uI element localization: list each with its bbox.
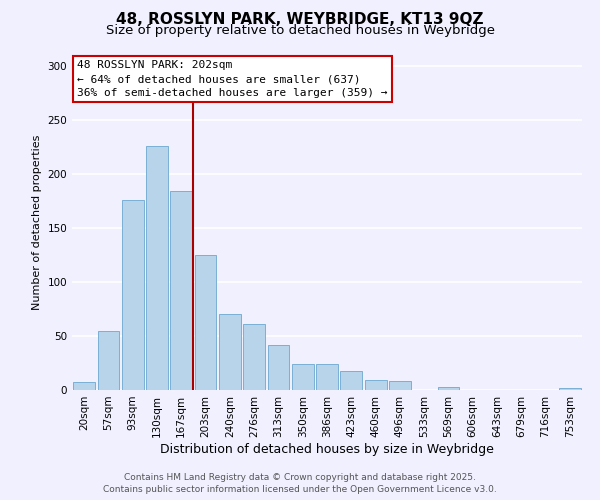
Text: 48, ROSSLYN PARK, WEYBRIDGE, KT13 9QZ: 48, ROSSLYN PARK, WEYBRIDGE, KT13 9QZ <box>116 12 484 28</box>
Bar <box>437 387 460 390</box>
Bar <box>389 382 411 390</box>
Text: Contains HM Land Registry data © Crown copyright and database right 2025.
Contai: Contains HM Land Registry data © Crown c… <box>103 473 497 494</box>
Bar <box>243 324 265 390</box>
Bar <box>97 330 119 390</box>
Bar <box>73 382 95 390</box>
Bar <box>340 370 362 390</box>
Bar <box>559 388 581 390</box>
Bar <box>316 364 338 390</box>
Bar <box>268 344 289 390</box>
Bar <box>219 314 241 390</box>
X-axis label: Distribution of detached houses by size in Weybridge: Distribution of detached houses by size … <box>160 442 494 456</box>
Bar <box>292 364 314 390</box>
Text: Size of property relative to detached houses in Weybridge: Size of property relative to detached ho… <box>106 24 494 37</box>
Bar <box>146 146 168 390</box>
Bar <box>170 191 192 390</box>
Text: 48 ROSSLYN PARK: 202sqm
← 64% of detached houses are smaller (637)
36% of semi-d: 48 ROSSLYN PARK: 202sqm ← 64% of detache… <box>77 60 388 98</box>
Y-axis label: Number of detached properties: Number of detached properties <box>32 135 42 310</box>
Bar <box>365 380 386 390</box>
Bar <box>194 255 217 390</box>
Bar <box>122 200 143 390</box>
